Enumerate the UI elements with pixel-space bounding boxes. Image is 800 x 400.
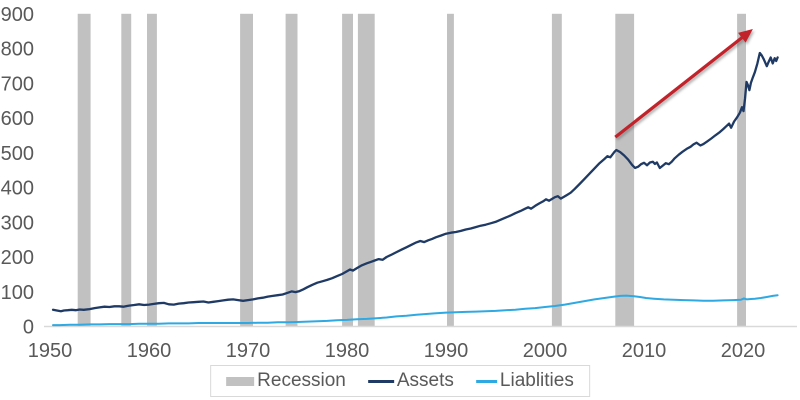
liablities-series-line <box>52 294 779 327</box>
y-tick-300: 300 <box>1 212 34 234</box>
legend-item-liablities: Liablities <box>475 370 574 392</box>
recession-band <box>615 13 635 327</box>
x-tick-2000: 2000 <box>523 340 568 362</box>
recession-band <box>121 13 132 327</box>
y-tick-700: 700 <box>1 73 34 95</box>
recession-band <box>551 13 562 327</box>
y-tick-0: 0 <box>23 317 34 339</box>
legend-item-recession: Recession <box>226 370 346 392</box>
y-tick-100: 100 <box>1 282 34 304</box>
legend-label-recession: Recession <box>257 370 346 391</box>
x-tick-1960: 1960 <box>127 340 172 362</box>
recession-band <box>737 13 746 327</box>
legend-label-liablities: Liablities <box>499 370 574 391</box>
assets-series-line <box>51 51 779 313</box>
legend-label-assets: Assets <box>396 370 454 391</box>
recession-band <box>342 13 353 327</box>
y-tick-500: 500 <box>1 143 34 165</box>
recession-band <box>147 13 157 327</box>
y-tick-600: 600 <box>1 108 34 130</box>
y-tick-800: 800 <box>1 39 34 61</box>
assets-line-swatch <box>367 379 394 383</box>
legend-item-assets: Assets <box>367 370 454 392</box>
y-tick-900: 900 <box>1 4 34 26</box>
y-tick-400: 400 <box>1 178 34 200</box>
recession-band <box>77 13 91 327</box>
recession-band <box>240 13 253 327</box>
y-tick-200: 200 <box>1 247 34 269</box>
recession-band <box>285 13 298 327</box>
x-tick-1950: 1950 <box>28 340 73 362</box>
recession-swatch <box>226 376 255 386</box>
recession-band <box>357 13 375 327</box>
x-tick-1970: 1970 <box>226 340 271 362</box>
legend: Recession Assets Liablities <box>210 365 590 397</box>
x-tick-2020: 2020 <box>721 340 766 362</box>
trend-arrow-up <box>614 29 753 139</box>
x-tick-2010: 2010 <box>622 340 667 362</box>
liablities-line-swatch <box>475 379 497 383</box>
recession-band <box>447 13 454 327</box>
x-tick-1990: 1990 <box>424 340 469 362</box>
x-tick-1980: 1980 <box>325 340 370 362</box>
